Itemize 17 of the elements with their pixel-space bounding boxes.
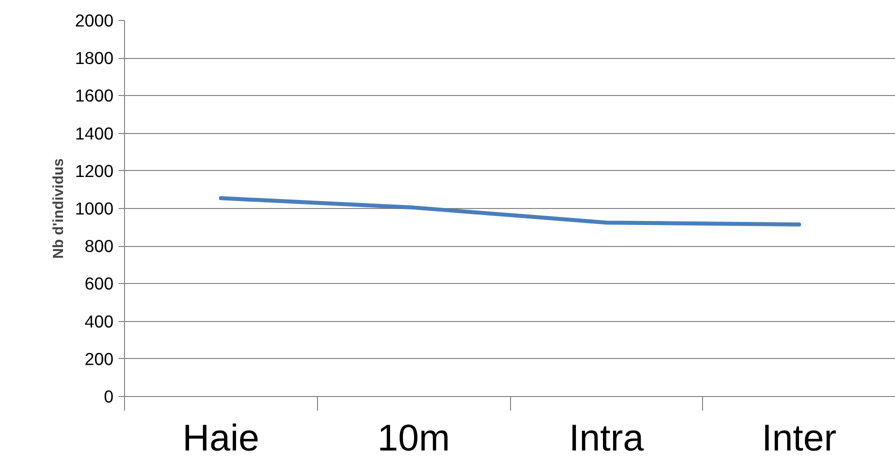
x-tick-label: 10m — [377, 416, 450, 458]
y-tick-label: 600 — [84, 274, 114, 294]
x-tick-label: Inter — [762, 416, 836, 458]
y-axis-title: Nb d'individus — [50, 158, 67, 259]
y-tick-label: 1600 — [74, 86, 114, 106]
y-tick-label: 0 — [104, 386, 114, 406]
y-tick-label: 1400 — [74, 123, 114, 144]
y-tick-label: 200 — [84, 348, 114, 369]
y-tick-label: 1200 — [74, 160, 114, 181]
y-tick-label: 400 — [84, 311, 114, 332]
line-series — [218, 196, 802, 226]
y-tick-label: 2000 — [74, 10, 114, 30]
x-tick-label: Haie — [182, 416, 260, 458]
y-tick-label: 1000 — [74, 198, 114, 218]
y-tick-label: 1800 — [74, 48, 114, 68]
x-tick-label: Intra — [569, 416, 644, 458]
y-tick-label: 800 — [84, 236, 114, 256]
